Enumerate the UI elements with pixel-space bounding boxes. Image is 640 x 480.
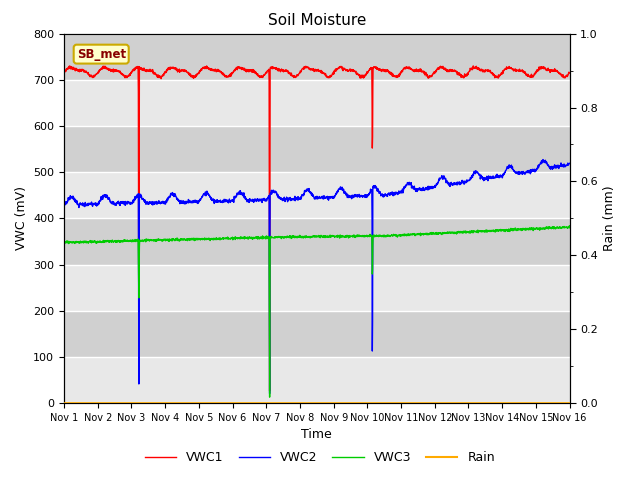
Bar: [64, 218, 570, 264]
Rain: [551, 400, 559, 406]
VWC3: [551, 226, 559, 232]
VWC1: [552, 68, 559, 73]
Y-axis label: VWC (mV): VWC (mV): [15, 186, 28, 251]
Line: VWC2: VWC2: [64, 159, 570, 394]
VWC2: [266, 391, 273, 396]
Rain: [551, 400, 559, 406]
VWC3: [266, 394, 273, 400]
Line: VWC3: VWC3: [64, 226, 570, 397]
VWC2: [86, 201, 93, 207]
Title: Soil Moisture: Soil Moisture: [268, 13, 366, 28]
VWC2: [552, 164, 559, 170]
VWC3: [86, 239, 93, 245]
VWC1: [293, 72, 301, 78]
VWC3: [60, 240, 68, 245]
VWC2: [307, 189, 314, 195]
Rain: [292, 400, 300, 406]
VWC1: [60, 69, 68, 74]
Bar: [64, 311, 570, 357]
Rain: [60, 400, 68, 406]
VWC3: [307, 235, 314, 241]
VWC1: [307, 67, 314, 72]
VWC3: [566, 223, 573, 229]
Bar: [64, 34, 570, 80]
VWC1: [266, 388, 273, 394]
Bar: [64, 264, 570, 311]
Text: SB_met: SB_met: [77, 48, 126, 60]
VWC2: [540, 156, 547, 162]
VWC3: [551, 225, 559, 231]
VWC3: [293, 234, 301, 240]
Rain: [566, 400, 573, 406]
VWC2: [458, 180, 466, 185]
VWC2: [293, 195, 301, 201]
VWC1: [469, 63, 477, 69]
VWC1: [566, 70, 573, 76]
Bar: [64, 80, 570, 126]
VWC1: [551, 68, 559, 74]
Rain: [306, 400, 314, 406]
X-axis label: Time: Time: [301, 429, 332, 442]
Bar: [64, 126, 570, 172]
VWC1: [86, 72, 93, 78]
Y-axis label: Rain (mm): Rain (mm): [604, 186, 616, 251]
VWC3: [458, 228, 466, 234]
Bar: [64, 357, 570, 403]
Rain: [86, 400, 93, 406]
VWC2: [60, 203, 68, 208]
VWC2: [566, 160, 573, 166]
Rain: [458, 400, 466, 406]
Bar: [64, 172, 570, 218]
VWC1: [458, 74, 466, 80]
VWC2: [551, 163, 559, 169]
Line: VWC1: VWC1: [64, 66, 570, 391]
Legend: VWC1, VWC2, VWC3, Rain: VWC1, VWC2, VWC3, Rain: [140, 446, 500, 469]
